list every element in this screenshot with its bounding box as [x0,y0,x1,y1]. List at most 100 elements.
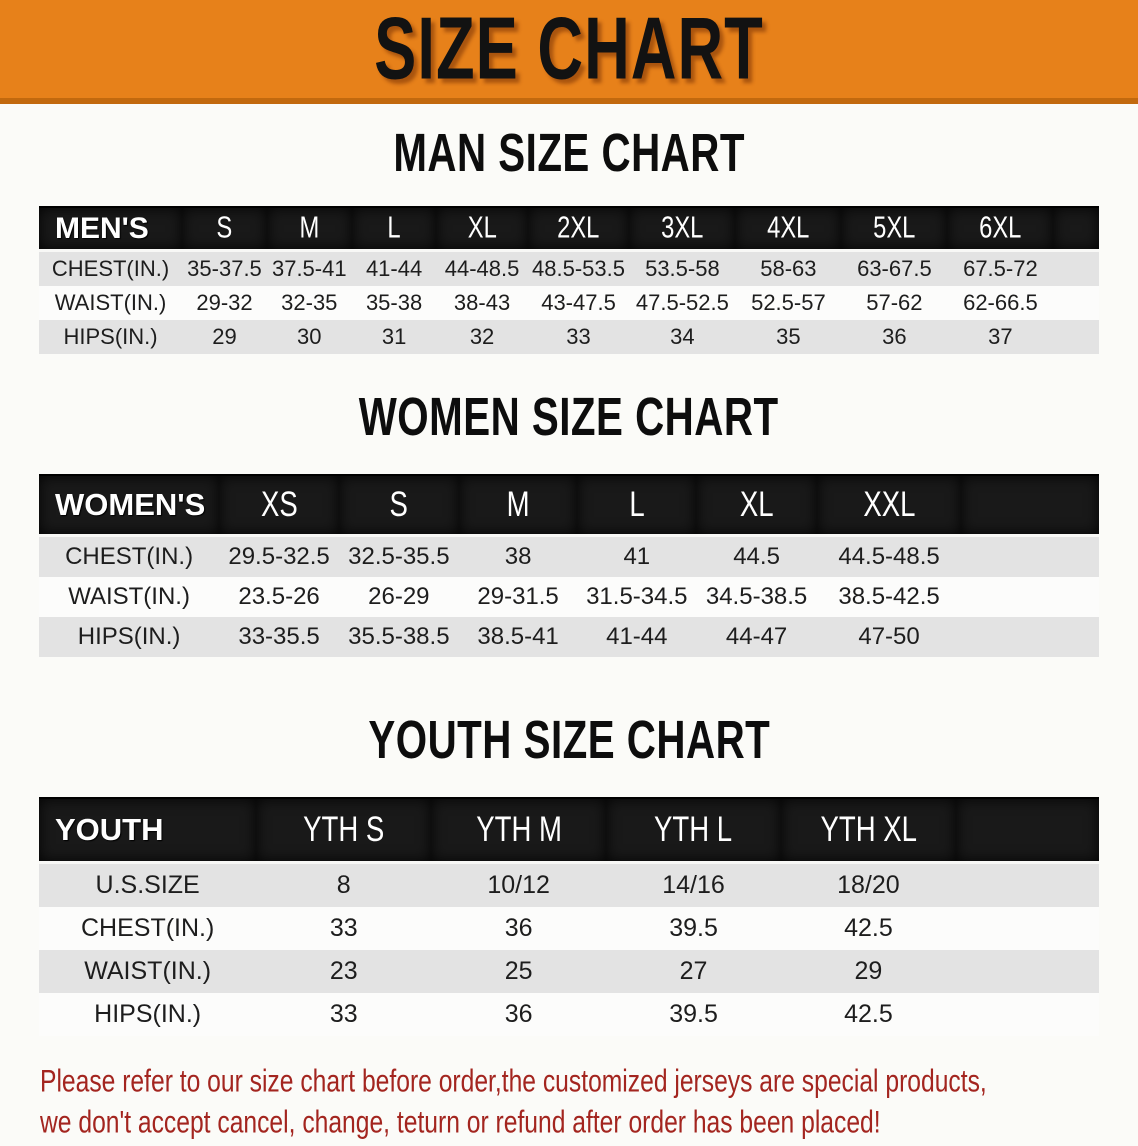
size-value: 39.5 [606,907,781,950]
size-column-header: XL [696,474,817,537]
size-column-header-text: 6XL [979,210,1022,245]
size-column-header: M [458,474,578,537]
size-value: 47-50 [816,617,962,657]
size-column-header-text: M [299,210,320,245]
table-row: HIPS(IN.) 29 30 31 32 33 34 35 36 37 [39,320,1099,354]
size-column-header-text: XL [467,210,497,245]
size-value: 41-44 [351,250,437,286]
size-table-youth: YOUTH YTH S YTH M YTH L YTH XL U.S.SIZE 8 10/12… [39,797,1099,1036]
size-column-header: 4XL [735,206,842,252]
size-chart-sections: MAN SIZE CHART MEN'S S M L XL 2XL 3XL 4XL 5XL 6XL C… [0,122,1138,1036]
size-column-header-text: YTH M [475,809,562,849]
section-heading-women: WOMEN SIZE CHART [0,386,1138,454]
size-value: 30 [266,320,352,354]
table-row: WAIST(IN.) 23.5-26 26-29 29-31.5 31.5-34.5 34… [39,577,1099,617]
size-value: 32-35 [266,286,352,320]
table-header: YOUTH YTH S YTH M YTH L YTH XL [39,797,1099,864]
size-value: 35 [735,320,842,354]
table-header: WOMEN'S XS S M L XL XXL [39,474,1099,537]
row-label: CHEST(IN.) [39,250,183,286]
size-value: 32 [436,320,528,354]
size-value: 63-67.5 [841,250,948,286]
section-youth: YOUTH SIZE CHART YOUTH YTH S YTH M YTH L YTH … [0,709,1138,1036]
section-heading-youth: YOUTH SIZE CHART [0,709,1138,777]
size-column-header: YTH M [431,797,607,864]
size-column-header: 3XL [629,206,736,252]
disclaimer-line-1: Please refer to our size chart before or… [40,1064,987,1100]
size-value: 67.5-72 [947,250,1054,286]
table-body: U.S.SIZE 8 10/12 14/16 18/20 CHEST(IN.) 33 36 39… [39,862,1099,1036]
size-column-header: XS [219,474,339,537]
size-value: 58-63 [735,250,842,286]
size-value: 39.5 [606,993,781,1036]
row-label: WAIST(IN.) [39,577,220,617]
header-filler [1053,206,1099,252]
size-column-header-text: XXL [863,484,916,524]
size-value: 41-44 [577,617,697,657]
size-column-header-text: XL [739,484,774,524]
size-column-header-text: 3XL [661,210,704,245]
size-column-header: 6XL [947,206,1054,252]
size-value: 27 [606,950,781,993]
table-body: CHEST(IN.) 29.5-32.5 32.5-35.5 38 41 44.5 44.5… [39,535,1099,657]
size-value: 38.5-41 [458,617,578,657]
size-column-header: S [338,474,459,537]
size-column-header: 2XL [527,206,630,252]
size-value: 37 [947,320,1054,354]
size-value: 44.5-48.5 [816,535,962,577]
group-label: WOMEN'S [39,474,220,537]
size-value: 35.5-38.5 [338,617,459,657]
row-label: HIPS(IN.) [39,617,220,657]
size-column-header: M [266,206,352,252]
size-value: 33 [527,320,630,354]
section-men: MAN SIZE CHART MEN'S S M L XL 2XL 3XL 4XL 5XL 6XL C… [0,122,1138,354]
size-value: 38.5-42.5 [816,577,962,617]
table-header: MEN'S S M L XL 2XL 3XL 4XL 5XL 6XL [39,206,1099,252]
section-heading-text: WOMEN SIZE CHART [359,386,779,447]
size-value: 18/20 [780,862,956,907]
size-value: 33 [256,993,432,1036]
group-label: MEN'S [39,206,183,252]
size-value: 48.5-53.5 [527,250,630,286]
size-column-header-text: XS [260,484,298,524]
size-value: 44.5 [696,535,817,577]
size-value: 42.5 [780,907,956,950]
size-value: 34.5-38.5 [696,577,817,617]
size-value: 38 [458,535,578,577]
size-value: 29 [182,320,267,354]
header-filler [961,474,1099,537]
size-value: 31 [351,320,437,354]
table-body: CHEST(IN.) 35-37.5 37.5-41 41-44 44-48.5 48.5… [39,250,1099,354]
size-value: 23.5-26 [219,577,339,617]
size-column-header-text: YTH XL [820,809,917,849]
size-column-header-text: M [506,484,530,524]
row-label: CHEST(IN.) [39,907,257,950]
size-value: 52.5-57 [735,286,842,320]
size-value: 29-31.5 [458,577,578,617]
size-value: 37.5-41 [266,250,352,286]
row-filler [1053,286,1099,320]
row-label: U.S.SIZE [39,862,257,907]
size-value: 36 [841,320,948,354]
row-filler [955,862,1099,907]
size-column-header: YTH XL [780,797,956,864]
row-filler [955,993,1099,1036]
section-women: WOMEN SIZE CHART WOMEN'S XS S M L XL XXL CHEST(I… [0,386,1138,657]
size-value: 32.5-35.5 [338,535,459,577]
size-column-header-text: 4XL [767,210,810,245]
size-value: 23 [256,950,432,993]
disclaimer-line-2: we don't accept cancel, change, teturn o… [40,1105,881,1141]
size-value: 35-37.5 [182,250,267,286]
size-value: 33 [256,907,432,950]
size-value: 47.5-52.5 [629,286,736,320]
group-label: YOUTH [39,797,257,864]
size-column-header: 5XL [841,206,948,252]
table-row: CHEST(IN.) 33 36 39.5 42.5 [39,907,1099,950]
row-label: CHEST(IN.) [39,535,220,577]
size-value: 25 [431,950,607,993]
size-value: 57-62 [841,286,948,320]
size-value: 42.5 [780,993,956,1036]
table-row: WAIST(IN.) 23 25 27 29 [39,950,1099,993]
table-row: HIPS(IN.) 33-35.5 35.5-38.5 38.5-41 41-44 44-… [39,617,1099,657]
table-row: HIPS(IN.) 33 36 39.5 42.5 [39,993,1099,1036]
